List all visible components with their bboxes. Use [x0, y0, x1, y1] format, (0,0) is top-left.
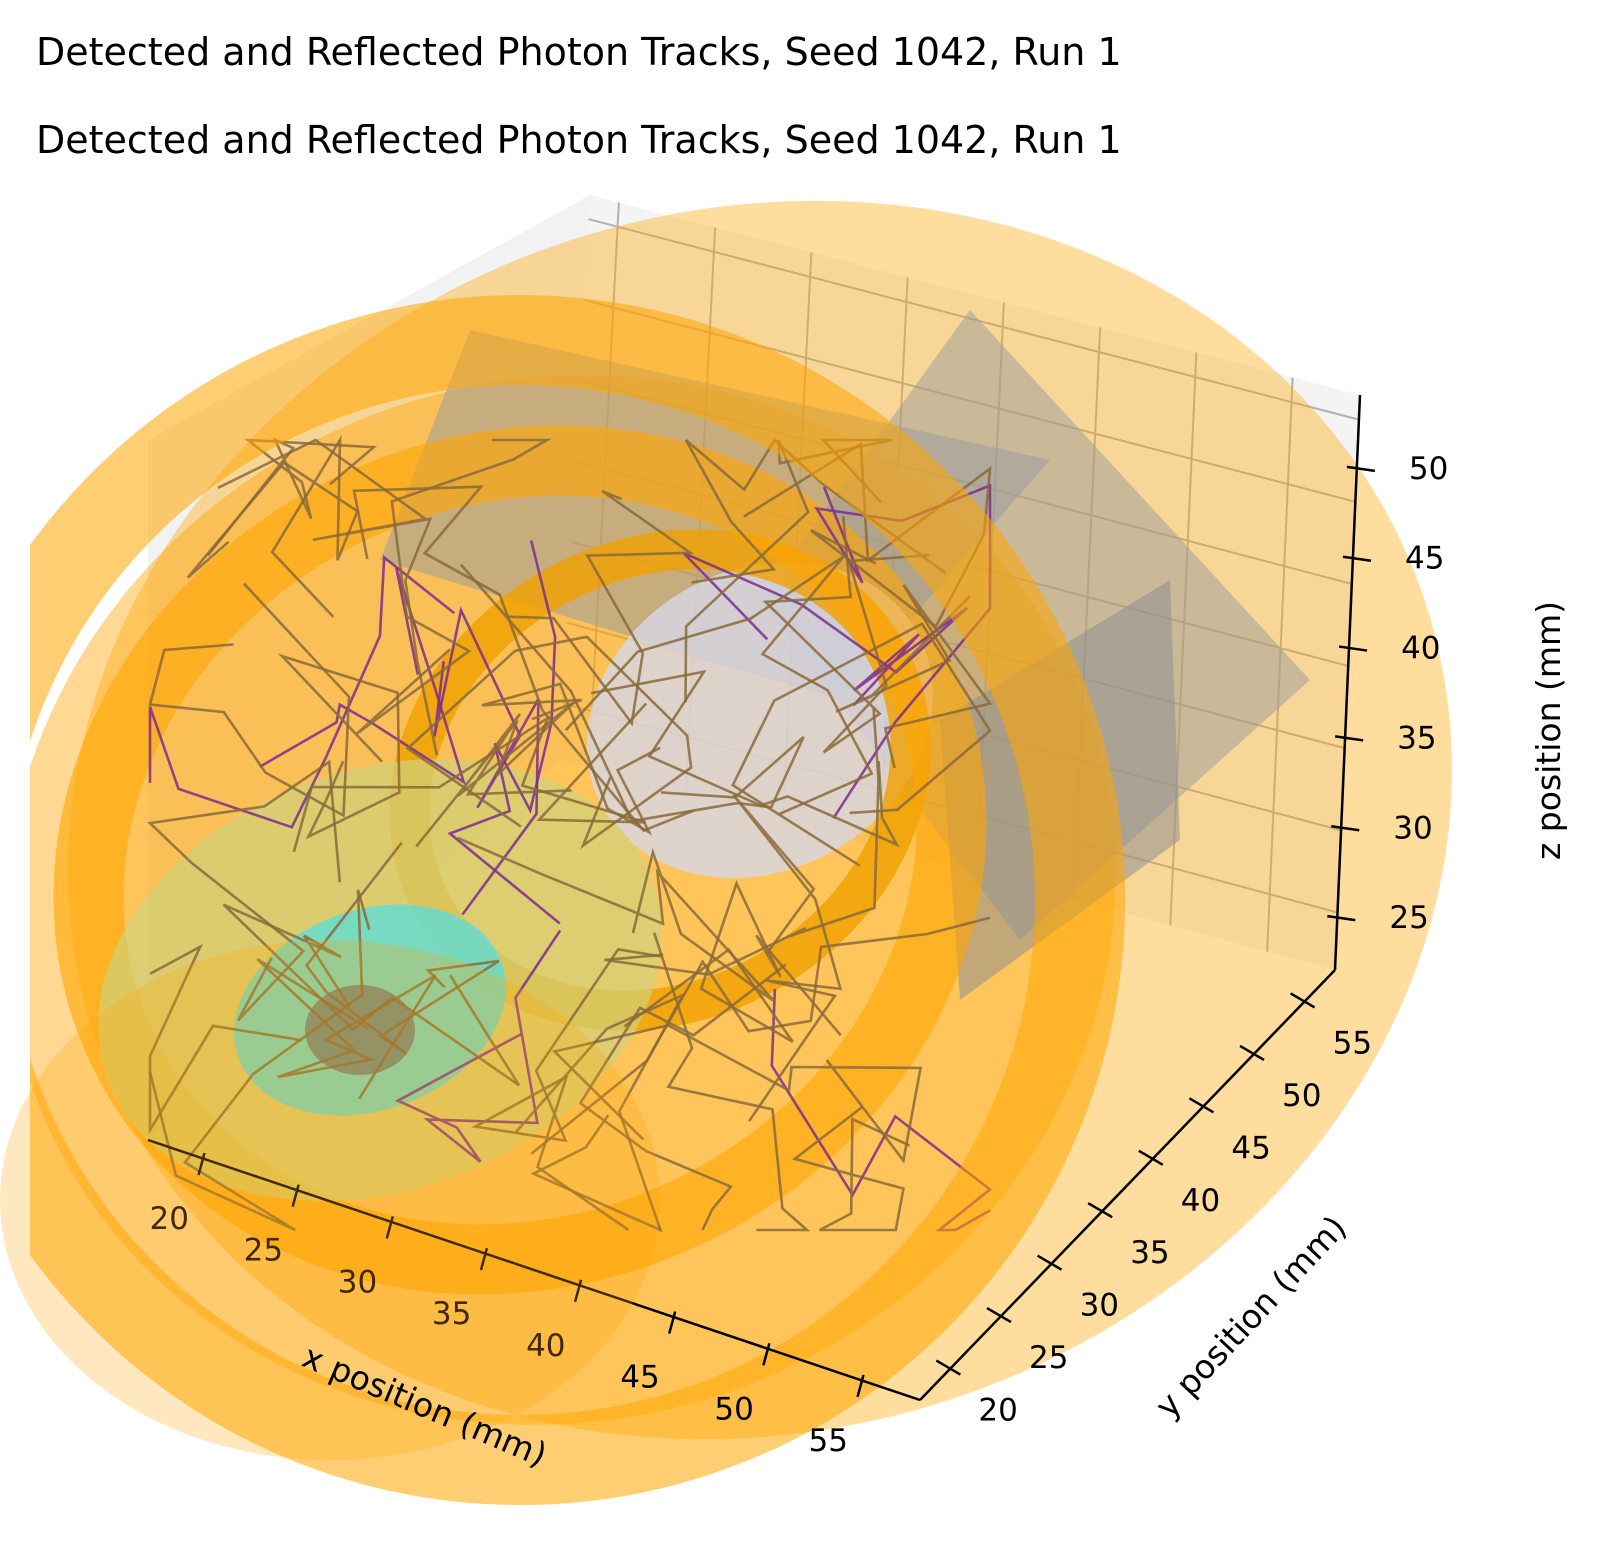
z-axis-line — [1333, 394, 1362, 971]
x-tick-label: 45 — [620, 1360, 659, 1396]
photon-track — [356, 438, 552, 735]
z-tick-label: 50 — [1409, 451, 1448, 487]
photon-track — [304, 841, 500, 1055]
y-tick-label: 45 — [1231, 1130, 1270, 1166]
photon-track — [481, 682, 661, 836]
x-tick-label: 30 — [338, 1264, 377, 1300]
y-tick-label: 35 — [1130, 1235, 1169, 1271]
z-tick — [1334, 735, 1364, 742]
photon-track — [791, 1105, 911, 1232]
photon-track — [731, 622, 992, 867]
x-tick-label: 55 — [809, 1423, 848, 1459]
photon-track — [148, 554, 456, 829]
z-tick-label: 30 — [1393, 810, 1432, 846]
x-tick-label: 35 — [432, 1296, 471, 1332]
x-tick-label: 40 — [526, 1328, 565, 1364]
z-tick-label: 40 — [1401, 631, 1440, 667]
x-tick — [762, 1342, 771, 1366]
axes: 25 30 35 40 45 50 20 25 30 35 40 45 50 55 20 25 30 35 40 45… — [0, 394, 1448, 1460]
y-tick — [935, 1359, 961, 1376]
x-tick — [385, 1216, 394, 1239]
photon-track — [456, 836, 776, 1003]
y-tick — [1087, 1202, 1113, 1219]
photon-track — [415, 701, 575, 848]
z-axis-label: z position (mm) — [1529, 601, 1568, 860]
photon-track — [206, 437, 378, 557]
y-tick — [1239, 1044, 1265, 1061]
x-tick — [479, 1247, 489, 1271]
x-tick-label: 25 — [244, 1233, 283, 1269]
x-tick — [197, 1152, 206, 1176]
z-tick-label: 25 — [1389, 900, 1428, 936]
photon-track — [623, 880, 842, 1043]
y-axis-line — [919, 969, 1336, 1401]
x-tick — [291, 1184, 300, 1208]
front-shell — [30, 295, 1125, 1505]
photon-track — [507, 489, 695, 727]
y-tick-label: 40 — [1181, 1183, 1220, 1219]
z-tick — [1331, 825, 1360, 832]
z-tick — [1346, 465, 1376, 473]
z-tick — [1342, 555, 1372, 562]
y-tick-label: 55 — [1333, 1025, 1372, 1061]
x-tick — [668, 1311, 677, 1334]
photon-track — [515, 992, 686, 1233]
photon-tracks — [147, 435, 993, 1233]
y-tick-label: 50 — [1282, 1078, 1321, 1114]
photon-track — [277, 653, 401, 840]
foreground-shell — [30, 295, 1125, 1505]
photon-track — [652, 932, 811, 1232]
x-axis-line — [147, 1138, 921, 1402]
z-tick-label: 45 — [1405, 541, 1444, 577]
photon-track — [564, 555, 874, 816]
x-tick — [856, 1374, 865, 1398]
front-glow — [0, 940, 660, 1460]
y-tick — [1188, 1097, 1215, 1114]
z-tick-label: 35 — [1397, 720, 1436, 756]
photon-track — [148, 943, 303, 1135]
y-tick — [1290, 992, 1316, 1009]
photon-track — [551, 1024, 923, 1164]
photon-track — [394, 929, 562, 1163]
photon-track — [148, 889, 371, 1232]
y-tick-label: 30 — [1080, 1288, 1119, 1324]
chart-title-2: Detected and Reflected Photon Tracks, Se… — [36, 118, 1122, 162]
x-tick — [573, 1279, 583, 1303]
photon-track — [604, 708, 880, 976]
y-tick-label: 20 — [978, 1393, 1017, 1429]
photon-track — [578, 963, 787, 1231]
y-tick — [1138, 1149, 1164, 1166]
photon-track — [732, 794, 843, 1122]
z-tick — [1327, 914, 1356, 922]
x-tick-label: 50 — [714, 1391, 753, 1427]
y-tick — [1036, 1254, 1063, 1271]
photon-track — [186, 435, 360, 618]
photon-track — [147, 759, 342, 1022]
photon-track — [217, 438, 439, 756]
photon-track — [471, 947, 662, 1232]
y-tick — [986, 1307, 1012, 1324]
x-tick-label: 20 — [149, 1201, 188, 1237]
z-tick — [1338, 645, 1368, 652]
y-tick-label: 25 — [1029, 1340, 1068, 1376]
photon-track — [148, 582, 351, 818]
chart-title-1: Detected and Reflected Photon Tracks, Se… — [36, 30, 1122, 74]
photon-track — [447, 540, 561, 925]
photon-track — [256, 957, 437, 1100]
